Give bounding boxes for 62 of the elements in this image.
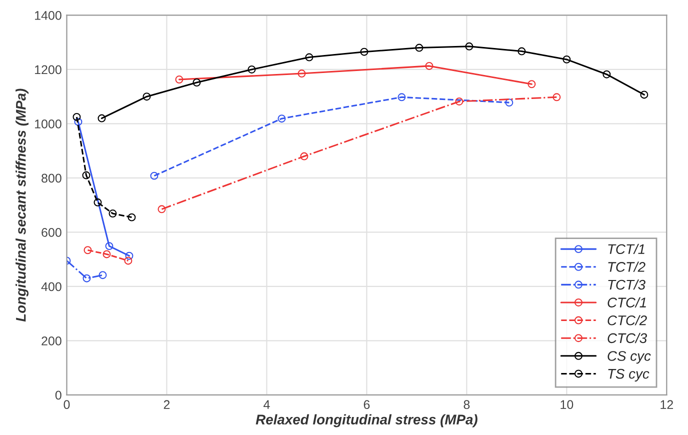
y-tick-label: 1400 <box>35 11 62 20</box>
point <box>528 80 536 88</box>
x-axis-title: Relaxed longitudinal stress (MPa) <box>256 414 478 428</box>
point <box>125 252 134 260</box>
x-tick-label: 10 <box>560 400 574 410</box>
point <box>158 205 166 214</box>
point <box>84 246 92 254</box>
point <box>150 172 158 180</box>
x-tick-label: 0 <box>64 400 70 410</box>
legend-label: CS cyc <box>608 351 651 364</box>
point <box>562 55 571 64</box>
point <box>105 242 114 250</box>
x-tick-label: 4 <box>264 400 270 409</box>
point <box>192 78 201 86</box>
point <box>298 70 306 78</box>
y-axis-title: Longitudinal secant stiffness (MPa) <box>16 88 29 322</box>
point <box>82 171 90 180</box>
point <box>278 114 286 123</box>
point <box>305 53 314 62</box>
legend-label: TCT/1 <box>608 244 644 254</box>
point <box>72 112 81 121</box>
y-tick-label: 1000 <box>35 120 62 128</box>
x-tick-label: 6 <box>364 400 370 410</box>
legend-label: TCT/2 <box>608 262 646 272</box>
point <box>175 76 184 84</box>
point <box>82 274 91 282</box>
point <box>552 93 561 102</box>
point <box>425 62 434 70</box>
point <box>398 93 406 102</box>
point <box>602 70 611 78</box>
point <box>124 256 132 265</box>
point <box>98 114 106 122</box>
point <box>142 92 151 101</box>
point <box>360 48 368 56</box>
point <box>505 98 514 107</box>
point <box>415 44 424 52</box>
y-tick-label: 1200 <box>35 65 62 74</box>
point <box>300 152 308 160</box>
legend-label: CTC/2 <box>608 315 647 326</box>
x-tick-label: 12 <box>660 400 673 409</box>
point <box>248 65 256 74</box>
y-tick-label: 200 <box>42 336 62 346</box>
point <box>108 210 117 218</box>
y-tick-label: 600 <box>42 228 62 237</box>
point <box>455 97 464 106</box>
point <box>640 90 648 99</box>
point <box>74 118 82 126</box>
x-tick-label: 8 <box>464 400 470 410</box>
point <box>128 213 136 222</box>
y-tick-label: 400 <box>41 282 62 292</box>
legend-label: CTC/3 <box>608 332 647 344</box>
point <box>94 198 102 206</box>
point <box>465 42 474 50</box>
y-tick-label: 0 <box>55 390 62 400</box>
legend-label: TS cyc <box>608 368 650 382</box>
point <box>518 47 526 56</box>
point <box>98 271 107 280</box>
legend-label: TCT/3 <box>608 279 646 290</box>
point <box>102 250 111 258</box>
x-tick-label: 2 <box>164 400 170 409</box>
y-tick-label: 800 <box>42 174 62 183</box>
legend-label: CTC/1 <box>608 297 646 308</box>
